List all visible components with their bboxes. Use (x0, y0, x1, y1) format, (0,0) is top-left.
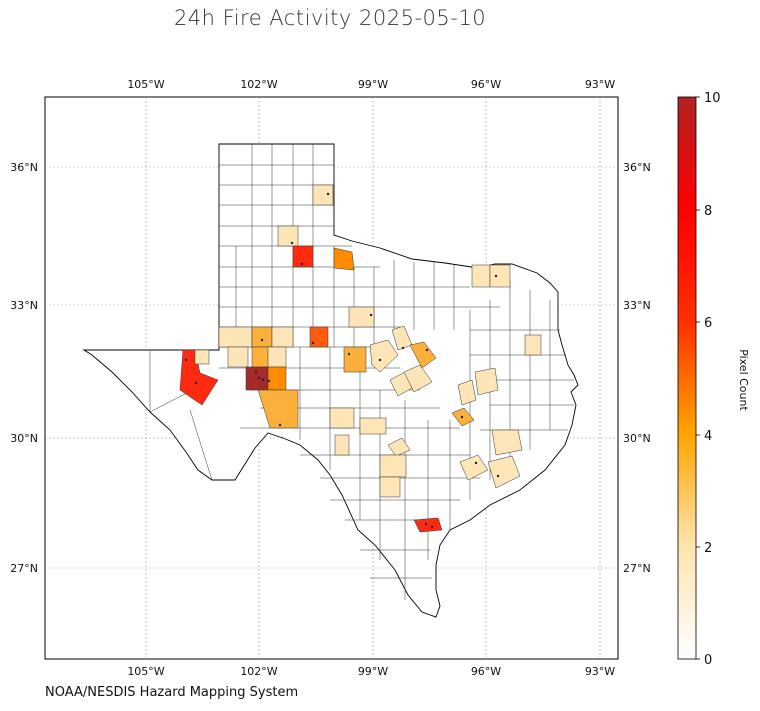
county-fire-low (403, 364, 433, 393)
county-fire-low (387, 437, 411, 457)
fire-counties (179, 184, 542, 533)
county-fire-low (227, 346, 249, 368)
lon-tick-bottom: 105°W (127, 665, 164, 678)
colorbar-ticks (696, 96, 700, 660)
county-fire-high (413, 517, 443, 533)
county-fire-low (379, 476, 401, 498)
lat-tick-right: 33°N (623, 299, 651, 312)
county-fire-low (271, 326, 294, 348)
colorbar-tick-label: 10 (704, 91, 721, 106)
county-fire-low (334, 434, 350, 456)
county-fire-low (379, 454, 407, 478)
county-fire-low (489, 264, 511, 288)
lon-tick-bottom: 93°W (585, 665, 615, 678)
county-fire-low (474, 367, 499, 396)
county-fire-low (312, 184, 334, 206)
colorbar-tick-label: 4 (704, 429, 712, 444)
county-fire-low (459, 454, 489, 481)
lon-tick-top: 96°W (471, 78, 501, 91)
county-fire-low (524, 334, 542, 356)
fire-detection-points (184, 192, 500, 529)
county-fire-low (277, 225, 299, 247)
county-fire-low (194, 349, 210, 365)
lon-tick-top: 105°W (127, 78, 164, 91)
county-fire-medium (333, 247, 355, 271)
county-fire-low (487, 455, 521, 489)
map-title: 24h Fire Activity 2025-05-10 (173, 6, 487, 30)
county-fire-low (369, 339, 399, 373)
colorbar-tick-label: 8 (704, 204, 712, 219)
county-fire-low (267, 346, 287, 368)
colorbar (677, 96, 697, 660)
lon-tick-top: 102°W (240, 78, 277, 91)
county-fire-low (471, 264, 491, 288)
lon-tick-bottom: 102°W (240, 665, 277, 678)
county-fire-low (359, 417, 387, 435)
county-fire-medium (343, 346, 367, 373)
lon-tick-bottom: 96°W (471, 665, 501, 678)
colorbar-tick-label: 0 (704, 653, 712, 668)
texas-outline (82, 143, 579, 618)
county-fire-max (245, 366, 269, 391)
county-fire-medium (251, 326, 273, 348)
lat-tick-left: 27°N (10, 562, 38, 575)
colorbar-tick-label: 2 (704, 541, 712, 556)
lon-tick-bottom: 99°W (358, 665, 388, 678)
lat-tick-left: 36°N (10, 161, 38, 174)
county-fire-low (457, 379, 477, 406)
county-fire-high (309, 326, 329, 348)
lon-tick-top: 99°W (358, 78, 388, 91)
lat-tick-right: 27°N (623, 562, 651, 575)
colorbar-tick-label: 6 (704, 316, 712, 331)
lat-tick-right: 30°N (623, 432, 651, 445)
lat-tick-left: 30°N (10, 432, 38, 445)
county-fire-high (267, 366, 287, 391)
county-fire-medium (409, 341, 437, 369)
county-fire-medium (257, 389, 299, 429)
county-fire-high (292, 245, 314, 268)
county-fire-low (491, 429, 523, 456)
lat-tick-left: 33°N (10, 299, 38, 312)
lat-tick-right: 36°N (623, 161, 651, 174)
colorbar-label: Pixel Count (737, 349, 750, 411)
county-fire-low (218, 326, 253, 348)
county-fire-low (348, 306, 375, 328)
source-credit: NOAA/NESDIS Hazard Mapping System (45, 685, 299, 700)
lon-tick-top: 93°W (585, 78, 615, 91)
county-fire-low (329, 407, 355, 429)
